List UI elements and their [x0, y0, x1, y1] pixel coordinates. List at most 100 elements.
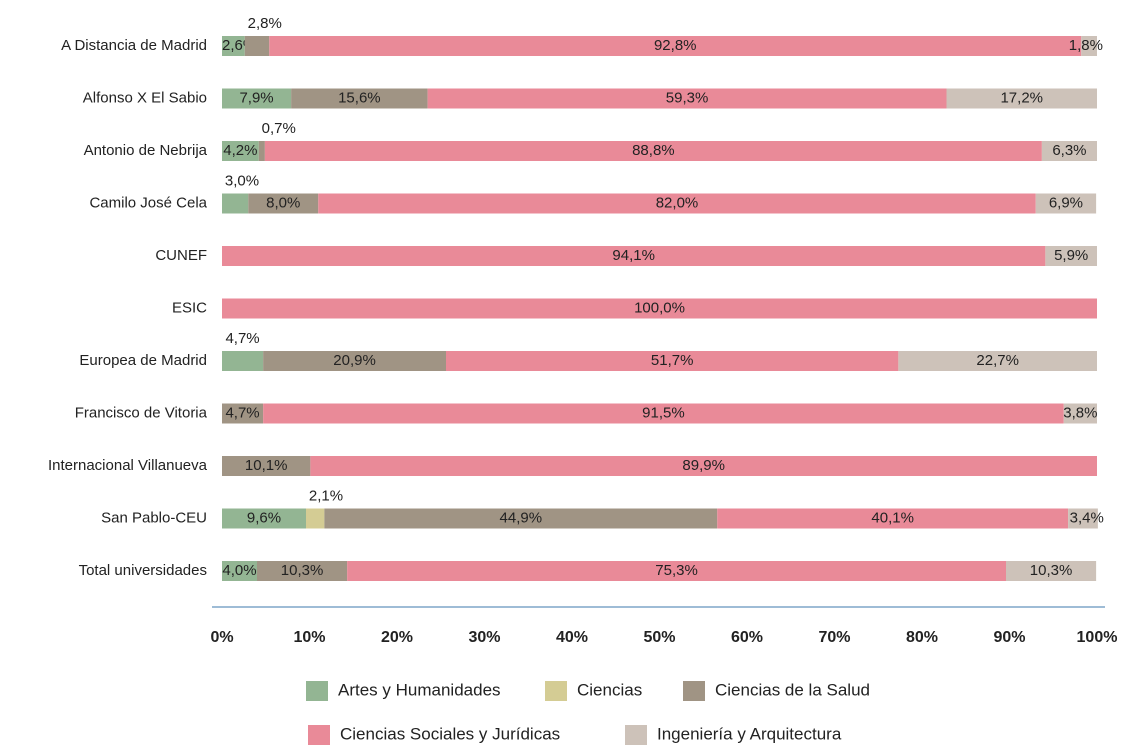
category-label: Alfonso X El Sabio: [83, 89, 207, 106]
bar-segment: [1045, 246, 1097, 266]
category-label: Camilo José Cela: [89, 194, 207, 211]
bar-segment: [222, 508, 306, 529]
value-label: 92,8%: [654, 37, 697, 54]
bar-segment: [1063, 403, 1097, 424]
value-label: 89,9%: [682, 457, 725, 474]
legend-label: Ciencias: [577, 680, 642, 699]
x-tick-label: 40%: [556, 629, 588, 646]
value-label: 10,1%: [245, 457, 288, 474]
x-tick-label: 70%: [818, 629, 850, 646]
value-label: 88,8%: [632, 142, 675, 159]
value-label: 4,0%: [222, 562, 256, 579]
value-label: 1,8%: [1069, 37, 1103, 54]
value-label: 59,3%: [666, 89, 709, 106]
x-tick-label: 0%: [210, 629, 233, 646]
bar-segment: [946, 88, 1097, 109]
x-tick-label: 90%: [993, 629, 1025, 646]
value-label: 10,3%: [281, 562, 324, 579]
value-label: 44,9%: [500, 509, 543, 526]
value-label: 17,2%: [1000, 89, 1043, 106]
category-label: Europea de Madrid: [79, 352, 207, 369]
legend-label: Artes y Humanidades: [338, 680, 501, 699]
value-label: 94,1%: [612, 247, 655, 264]
value-label: 3,0%: [225, 172, 259, 189]
value-label: 2,8%: [248, 15, 282, 32]
legend-label: Ciencias Sociales y Jurídicas: [340, 724, 560, 743]
bar-segment: [222, 88, 292, 109]
category-label: San Pablo-CEU: [101, 509, 207, 526]
value-label: 9,6%: [247, 509, 281, 526]
bar-segment: [324, 508, 718, 529]
bar-segment: [310, 456, 1097, 476]
x-tick-label: 30%: [468, 629, 500, 646]
value-label: 6,9%: [1049, 194, 1083, 211]
value-label: 8,0%: [266, 194, 300, 211]
bar-segment: [258, 141, 265, 161]
x-tick-label: 20%: [381, 629, 413, 646]
bar-segment: [222, 298, 1097, 319]
legend-swatch: [306, 681, 328, 701]
legend-label: Ingeniería y Arquitectura: [657, 724, 842, 743]
value-label: 51,7%: [651, 352, 694, 369]
value-label: 82,0%: [656, 194, 699, 211]
bar-segment: [222, 456, 311, 476]
bar-segment: [269, 36, 1082, 56]
category-label: A Distancia de Madrid: [61, 37, 207, 54]
value-label: 40,1%: [871, 509, 914, 526]
bar-segment: [427, 88, 947, 109]
value-label: 3,8%: [1063, 404, 1097, 421]
bar-segment: [1006, 561, 1097, 581]
bar-segment: [222, 561, 257, 581]
value-label: 4,7%: [225, 330, 259, 347]
bar-segment: [1068, 508, 1098, 529]
category-label: CUNEF: [155, 247, 207, 264]
bar-segment: [1041, 141, 1097, 161]
bar-segment: [263, 403, 1064, 424]
bar-segment: [222, 351, 264, 371]
bar-segment: [244, 36, 270, 56]
value-label: 2,1%: [309, 487, 343, 504]
bar-segment: [248, 193, 319, 214]
legend-label: Ciencias de la Salud: [715, 680, 870, 699]
value-label: 7,9%: [239, 89, 273, 106]
bar-segment: [257, 561, 348, 581]
legend-swatch: [683, 681, 705, 701]
bar-segment: [222, 246, 1046, 266]
category-label: ESIC: [172, 299, 207, 316]
bar-segment: [318, 193, 1036, 214]
x-tick-label: 60%: [731, 629, 763, 646]
bar-segment: [222, 36, 245, 56]
bar-segment: [263, 351, 446, 371]
bar-segment: [446, 351, 899, 371]
value-label: 4,2%: [223, 142, 257, 159]
bar-segment: [1081, 36, 1097, 56]
x-tick-label: 50%: [643, 629, 675, 646]
bar-segment: [264, 141, 1042, 161]
bar-segment: [1035, 193, 1097, 214]
value-label: 6,3%: [1052, 142, 1086, 159]
bar-segment: [291, 88, 428, 109]
category-label: Antonio de Nebrija: [84, 142, 208, 159]
bar-segment: [222, 403, 264, 424]
value-label: 75,3%: [655, 562, 698, 579]
bar-segment: [306, 508, 325, 529]
x-tick-label: 10%: [293, 629, 325, 646]
value-label: 10,3%: [1030, 562, 1073, 579]
legend-swatch: [625, 725, 647, 745]
value-label: 20,9%: [333, 352, 376, 369]
bar-segment: [222, 193, 249, 214]
bar-segment: [222, 141, 259, 161]
category-label: Internacional Villanueva: [48, 457, 208, 474]
x-tick-label: 100%: [1077, 629, 1118, 646]
category-label: Francisco de Vitoria: [75, 404, 208, 421]
value-label: 100,0%: [634, 299, 685, 316]
value-label: 4,7%: [225, 404, 259, 421]
value-label: 91,5%: [642, 404, 685, 421]
bar-segment: [717, 508, 1069, 529]
x-tick-label: 80%: [906, 629, 938, 646]
value-label: 15,6%: [338, 89, 381, 106]
value-label: 3,4%: [1070, 509, 1104, 526]
legend-swatch: [308, 725, 330, 745]
bar-segment: [347, 561, 1006, 581]
